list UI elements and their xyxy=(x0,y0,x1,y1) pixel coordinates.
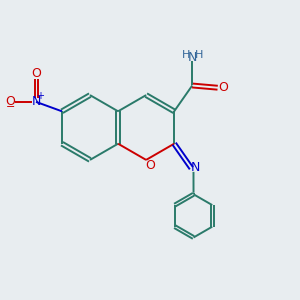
Text: O: O xyxy=(145,159,155,172)
Text: +: + xyxy=(37,92,44,101)
Text: O: O xyxy=(6,95,15,108)
Text: H: H xyxy=(195,50,203,61)
Text: N: N xyxy=(188,51,197,64)
Text: N: N xyxy=(31,95,41,108)
Text: O: O xyxy=(31,67,41,80)
Text: −: − xyxy=(6,102,15,112)
Text: N: N xyxy=(191,161,201,174)
Text: O: O xyxy=(218,81,228,94)
Text: H: H xyxy=(182,50,190,61)
